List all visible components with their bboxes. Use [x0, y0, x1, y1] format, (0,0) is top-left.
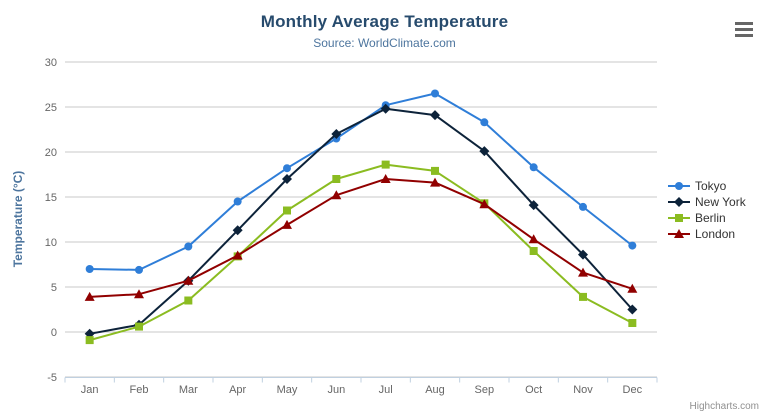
marker-square — [381, 160, 390, 169]
legend-label: Tokyo — [695, 179, 727, 193]
x-axis — [64, 377, 658, 383]
credits-link[interactable]: Highcharts.com — [689, 401, 759, 412]
series-tokyo — [85, 89, 637, 274]
series-london — [84, 174, 638, 301]
marker-circle — [431, 89, 439, 98]
marker-square — [283, 206, 291, 215]
x-tick-label: Mar — [179, 384, 198, 396]
marker-diamond — [578, 249, 588, 260]
marker-diamond — [282, 174, 292, 184]
legend-item-berlin[interactable]: Berlin — [668, 210, 746, 226]
x-tick-label: Feb — [130, 384, 149, 396]
marker-square — [579, 292, 587, 301]
y-tick-label: 10 — [45, 237, 57, 249]
x-tick-label: Jul — [379, 384, 393, 396]
legend-item-london[interactable]: London — [668, 226, 746, 242]
marker-triangle — [232, 250, 243, 260]
marker-circle — [529, 163, 538, 172]
legend-marker-diamond-icon — [668, 197, 690, 207]
marker-triangle — [380, 174, 391, 183]
marker-circle — [135, 265, 143, 274]
marker-triangle — [627, 283, 638, 293]
marker-triangle — [528, 234, 539, 244]
hamburger-icon — [735, 21, 753, 25]
hamburger-icon — [735, 27, 753, 31]
marker-diamond — [430, 110, 440, 121]
x-tick-label: Sep — [475, 384, 495, 396]
marker-triangle — [430, 177, 440, 187]
y-tick-label: -5 — [47, 372, 57, 384]
y-axis-title: Temperature (°C) — [11, 170, 25, 268]
marker-circle — [184, 242, 193, 251]
y-axis-labels: -5 0 5 10 15 20 25 30 — [45, 57, 57, 384]
legend-marker-square-icon — [668, 214, 690, 222]
x-tick-label: Dec — [623, 384, 643, 396]
legend-item-new-york[interactable]: New York — [668, 194, 746, 210]
marker-circle — [480, 118, 489, 127]
marker-circle — [579, 202, 587, 211]
marker-triangle — [134, 289, 144, 299]
chart-subtitle: Source: WorldClimate.com — [313, 36, 456, 50]
marker-diamond — [627, 304, 638, 315]
x-tick-label: Jan — [81, 384, 99, 396]
marker-circle — [233, 197, 242, 206]
y-tick-label: 25 — [45, 102, 57, 114]
hamburger-icon — [735, 33, 753, 37]
x-axis-labels: Jan Feb Mar Apr May Jun Jul Aug Sep Oct Nov Dec — [81, 384, 643, 396]
x-tick-label: Aug — [425, 384, 445, 396]
y-tick-label: 5 — [51, 282, 57, 294]
series-line — [89, 107, 634, 335]
marker-diamond — [331, 129, 342, 139]
export-menu-button[interactable] — [731, 18, 757, 40]
marker-square — [628, 319, 637, 327]
marker-square — [332, 175, 341, 183]
y-gridlines — [65, 61, 657, 378]
legend-label: London — [695, 227, 736, 241]
y-tick-label: 15 — [45, 192, 57, 204]
marker-diamond — [479, 146, 490, 157]
marker-circle — [628, 241, 637, 250]
marker-diamond — [528, 200, 539, 211]
series-new-york — [84, 103, 638, 339]
x-tick-label: May — [277, 384, 298, 396]
marker-square — [431, 166, 439, 175]
y-tick-label: 30 — [45, 57, 57, 69]
marker-square — [529, 247, 538, 255]
series-line — [89, 178, 633, 298]
marker-triangle — [84, 291, 95, 301]
marker-square — [184, 296, 193, 305]
marker-triangle — [674, 229, 684, 238]
marker-triangle — [479, 199, 490, 209]
marker-triangle — [183, 275, 194, 285]
marker-diamond — [232, 225, 243, 236]
legend: Tokyo New York Berlin London — [668, 178, 746, 242]
chart-title: Monthly Average Temperature — [260, 12, 509, 31]
series-line — [89, 92, 633, 271]
marker-triangle — [282, 219, 292, 229]
x-tick-label: Oct — [525, 384, 542, 396]
marker-square — [675, 214, 683, 222]
series-line — [89, 163, 633, 342]
marker-circle — [675, 182, 683, 190]
marker-circle — [283, 164, 291, 173]
marker-triangle — [331, 190, 342, 200]
legend-label: Berlin — [695, 211, 726, 225]
marker-diamond — [674, 197, 684, 207]
x-tick-label: Apr — [229, 384, 246, 396]
legend-item-tokyo[interactable]: Tokyo — [668, 178, 746, 194]
y-tick-label: 0 — [51, 327, 57, 339]
marker-square — [85, 336, 94, 345]
marker-diamond — [380, 103, 391, 114]
marker-square — [135, 322, 143, 331]
legend-marker-triangle-icon — [668, 229, 690, 238]
marker-triangle — [578, 267, 588, 277]
legend-marker-circle-icon — [668, 182, 690, 190]
x-tick-label: Jun — [327, 384, 345, 396]
y-tick-label: 20 — [45, 147, 57, 159]
x-tick-label: Nov — [573, 384, 593, 396]
marker-circle — [85, 265, 94, 273]
legend-label: New York — [695, 195, 746, 209]
